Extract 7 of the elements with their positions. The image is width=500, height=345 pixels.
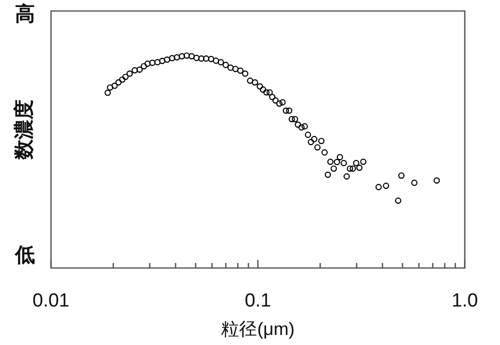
x-tick-label: 1.0 [452, 290, 478, 312]
text: 高 [15, 2, 35, 26]
text: 低 [14, 244, 35, 267]
x-tick-label: 0.1 [244, 290, 272, 312]
y-axis-title: 数濃度 [12, 100, 36, 160]
x-axis-title: 粒径(μm) [221, 319, 295, 340]
x-tick-label: 0.01 [32, 290, 70, 312]
